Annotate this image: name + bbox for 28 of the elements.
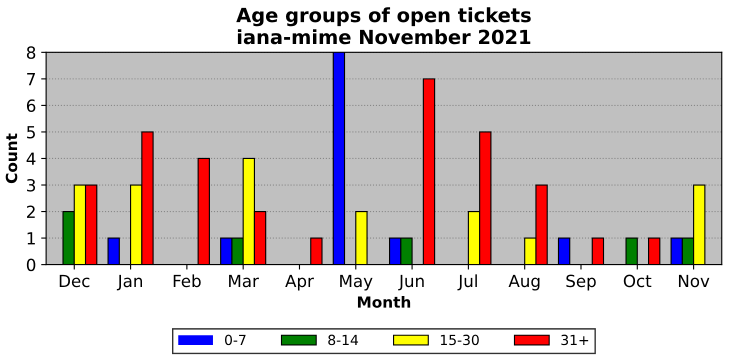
y-tick-label: 3 — [27, 178, 36, 192]
legend-label: 8-14 — [328, 334, 358, 346]
x-tick-label: Feb — [174, 274, 201, 288]
y-tick-label: 0 — [26, 258, 36, 272]
x-tick-label: Jul — [457, 274, 477, 290]
x-tick-label: Sep — [566, 274, 596, 290]
y-tick-label: 4 — [26, 152, 36, 165]
x-tick-label: Oct — [624, 274, 652, 288]
x-tick-label: Nov — [678, 274, 710, 288]
y-tick-label: 1 — [28, 232, 35, 244]
chart-title: Age groups of open tickets iana-mime November 2021 — [236, 7, 531, 44]
y-tick-label: 8 — [26, 46, 36, 59]
legend-label: 15-30 — [440, 334, 479, 346]
y-tick-label: 2 — [27, 206, 35, 218]
x-tick-label: Mar — [229, 274, 259, 288]
y-axis-title: Count — [6, 133, 18, 184]
x-tick-label: Dec — [60, 274, 90, 288]
x-tick-label: May — [340, 274, 373, 290]
x-tick-label: Jan — [116, 274, 142, 290]
legend-label: 0-7 — [224, 334, 246, 346]
x-tick-label: Jun — [398, 274, 424, 290]
x-tick-label: Apr — [285, 274, 314, 290]
x-tick-label: Aug — [508, 274, 540, 290]
x-axis-title: Month — [358, 296, 410, 308]
y-tick-label: 5 — [27, 126, 35, 139]
y-tick-label: 7 — [27, 73, 35, 86]
y-tick-label: 6 — [26, 99, 36, 112]
legend-label: 31+ — [561, 334, 588, 346]
